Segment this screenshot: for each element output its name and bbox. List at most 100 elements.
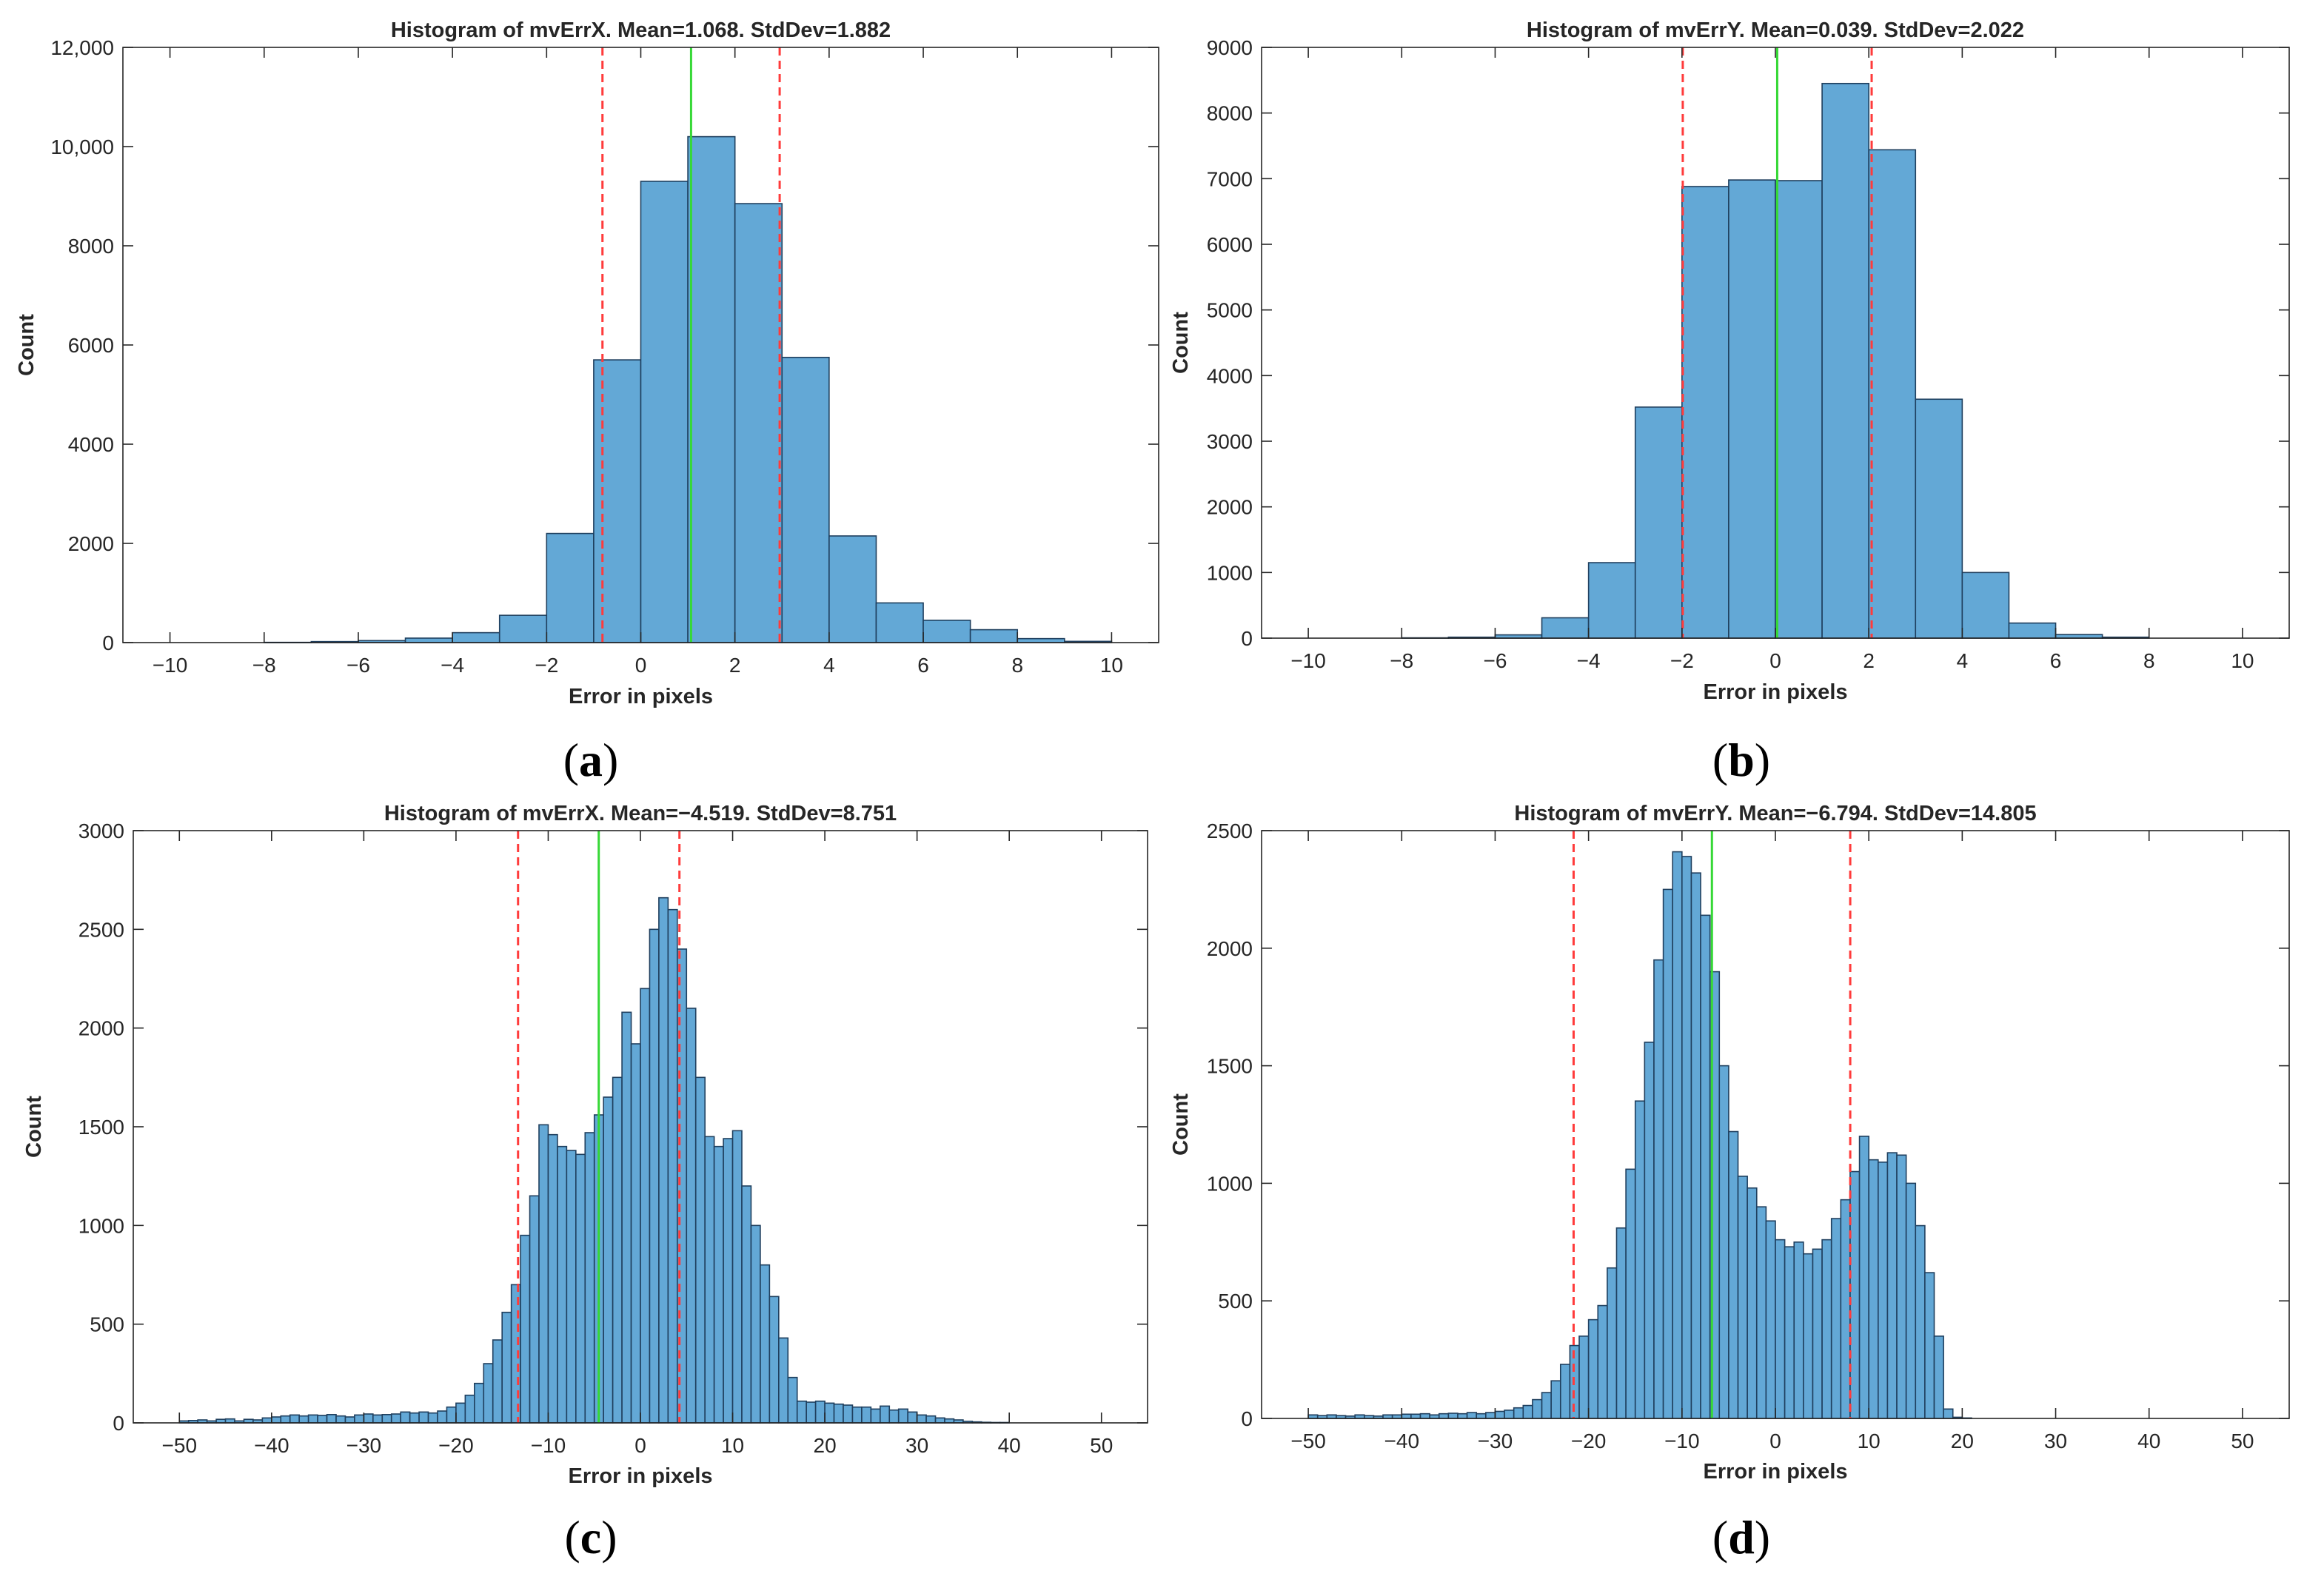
histogram-bar (1597, 1304, 1608, 1419)
histogram-bar (584, 1132, 595, 1424)
histogram-bar (1775, 180, 1823, 639)
x-tick-label: −8 (1390, 649, 1413, 672)
histogram-bar (575, 1153, 586, 1424)
y-tick-label: 4000 (68, 433, 114, 456)
histogram-bar (400, 1411, 411, 1424)
histogram-bar (1821, 82, 1869, 639)
x-tick-label: 50 (1090, 1434, 1113, 1457)
histogram-bar (1644, 1042, 1655, 1419)
x-tick-label: 2 (1863, 649, 1875, 672)
histogram-bar (446, 1406, 457, 1424)
y-tick-label: 0 (102, 631, 114, 654)
x-tick-label: −50 (162, 1434, 198, 1457)
histogram-bar (483, 1363, 494, 1424)
histogram-bar (870, 1408, 881, 1424)
histogram-bar (1793, 1241, 1804, 1419)
histogram-bar (261, 1417, 272, 1424)
x-tick-label: −10 (1664, 1430, 1700, 1452)
x-tick-label: −2 (1670, 649, 1694, 672)
y-tick-label: 3000 (78, 820, 124, 842)
histogram-bar (335, 1415, 346, 1424)
histogram-bar (1681, 856, 1692, 1419)
histogram-bar (1494, 1410, 1505, 1419)
histogram-bar (1905, 1182, 1917, 1419)
x-tick-label: −20 (1571, 1430, 1607, 1452)
histogram-bar (1775, 1239, 1786, 1419)
x-tick-label: 0 (1769, 1430, 1781, 1452)
y-tick-label: 3000 (1207, 430, 1253, 453)
histogram-bar (520, 1234, 531, 1424)
y-tick-label: 1500 (1207, 1055, 1253, 1078)
histogram-bar (1915, 1224, 1926, 1419)
x-axis-label: Error in pixels (1703, 680, 1847, 704)
histogram-bar (1755, 1206, 1767, 1419)
x-tick-label: −8 (252, 654, 276, 677)
histogram-bar (1700, 914, 1711, 1419)
histogram-bar (437, 1410, 448, 1424)
histogram-bar (731, 1130, 743, 1424)
histogram-bar (1915, 398, 1963, 639)
chart-title: Histogram of mvErrY. Mean=−6.794. StdDev… (1514, 802, 2036, 825)
histogram-bar (944, 1418, 955, 1424)
histogram-bar (409, 1412, 420, 1424)
histogram-bar (694, 1076, 706, 1424)
y-tick-label: 7000 (1207, 167, 1253, 190)
histogram-bars (1401, 82, 2150, 639)
histogram-bar (1541, 1392, 1552, 1419)
histogram-bar (741, 1185, 752, 1424)
histogram-bar (1419, 1413, 1430, 1419)
histogram-bar (1878, 1162, 1889, 1419)
y-tick-label: 500 (1218, 1290, 1253, 1313)
histogram-bar (796, 1400, 807, 1424)
histogram-bar (922, 620, 971, 643)
y-tick-label: 0 (113, 1412, 124, 1435)
histogram-bar (1765, 1220, 1776, 1419)
x-tick-label: 8 (2143, 649, 2155, 672)
histogram-bar (1728, 179, 1776, 639)
histogram-bar (372, 1414, 384, 1424)
histogram-bar (557, 1145, 568, 1424)
histogram-bar (843, 1404, 854, 1424)
panel-caption-letter: d (1728, 1511, 1755, 1564)
histogram-bar (806, 1401, 817, 1424)
histogram-bar (547, 1133, 558, 1424)
histogram-bar (452, 631, 500, 643)
x-tick-label: 4 (1957, 649, 1969, 672)
histogram-bar (1868, 149, 1917, 639)
chart-title: Histogram of mvErrX. Mean=−4.519. StdDev… (384, 802, 897, 825)
y-tick-label: 2000 (68, 532, 114, 555)
y-tick-label: 5000 (1207, 299, 1253, 322)
histogram-bar (750, 1224, 761, 1424)
panel-caption-letter: c (580, 1511, 601, 1564)
histogram-bar (1821, 1239, 1832, 1419)
histogram-bar (667, 908, 678, 1424)
y-tick-label: 1000 (1207, 561, 1253, 584)
x-tick-label: −4 (441, 654, 464, 677)
histogram-bar (658, 897, 669, 1424)
y-tick-label: 4000 (1207, 364, 1253, 387)
y-tick-label: 6000 (1207, 233, 1253, 256)
histogram-bar (317, 1415, 328, 1424)
x-tick-label: −6 (1483, 649, 1507, 672)
y-tick-label: 2500 (78, 918, 124, 941)
x-tick-label: −20 (438, 1434, 474, 1457)
histogram-bar (418, 1411, 429, 1424)
panel-b: −10 −8 −6 −4 −2 0 2 4 6 8 10 0 1000 2000 3000 4000 5000 6… (1169, 19, 2290, 786)
y-tick-label: 10,000 (50, 135, 114, 158)
histogram-bar (1615, 1227, 1627, 1419)
histogram-bar (1943, 1408, 1954, 1419)
histogram-bar (760, 1264, 771, 1424)
histogram-bar (1578, 1336, 1590, 1419)
histogram-bar (612, 1076, 623, 1424)
x-tick-label: 20 (814, 1434, 837, 1457)
chart-title: Histogram of mvErrX. Mean=1.068. StdDev=… (391, 19, 891, 42)
histogram-bar (1457, 1413, 1468, 1419)
x-tick-label: −10 (531, 1434, 566, 1457)
x-tick-label: 40 (998, 1434, 1021, 1457)
histogram-bar (734, 203, 783, 643)
histogram-bar (1438, 1413, 1450, 1419)
histogram-bar (1933, 1336, 1944, 1419)
x-axis-label: Error in pixels (568, 1464, 712, 1488)
x-tick-label: 2 (729, 654, 741, 677)
x-tick-label: 4 (823, 654, 835, 677)
